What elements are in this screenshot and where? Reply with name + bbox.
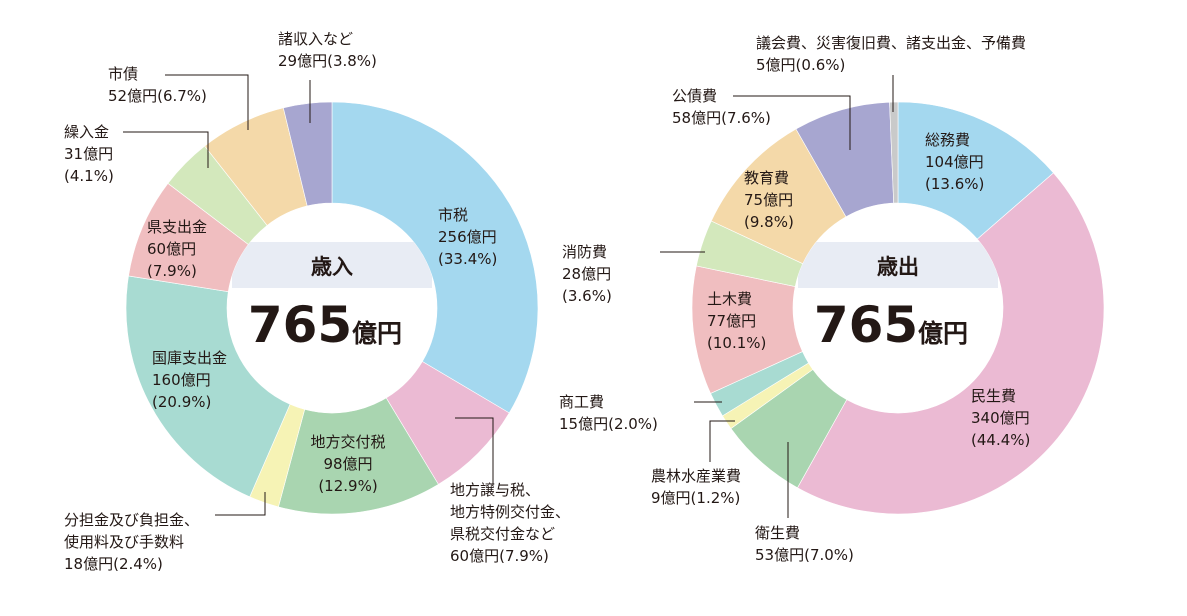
data-label-地方交付税: 地方交付税 98億円(12.9%) [310, 433, 385, 495]
center-total-unit: 億円 [918, 319, 968, 348]
leader-line-繰入金 [123, 131, 209, 168]
center-title-band [232, 242, 432, 288]
data-label-教育費: 教育費 75億円(9.8%) [744, 169, 794, 231]
slice-議会費、災害復旧費、諸支出金、予備費 [889, 101, 899, 204]
slice-国庫支出金 [125, 275, 291, 498]
data-label-市債: 市債 52億円(6.7%) [108, 65, 207, 105]
leader-line-農林水産業費 [709, 420, 735, 462]
data-label-公債費: 公債費 58億円(7.6%) [672, 87, 771, 127]
slice-民生費 [797, 172, 1105, 515]
donut-expenditure: 歳出 765 億円 総務費 104億円(13.6%) 民生費 340億円(44.4%) 衛生費… [559, 34, 1105, 564]
data-label-国庫支出金: 国庫支出金 160億円(20.9%) [152, 349, 227, 411]
donut-revenue: 歳入 765 億円 市税 256億円(33.4%) 地方譲与税、地方特例交付金、県税交付金… [64, 30, 570, 573]
center-total-number: 765 [814, 296, 918, 354]
data-label-民生費: 民生費 340億円(44.4%) [971, 387, 1030, 449]
data-label-総務費: 総務費 104億円(13.6%) [925, 131, 984, 193]
data-label-地方譲与税、地方特例交付金、県税交付金など: 地方譲与税、地方特例交付金、県税交付金など 60億円(7.9%) [450, 481, 570, 565]
data-label-県支出金: 県支出金 60億円(7.9%) [147, 218, 207, 280]
data-label-衛生費: 衛生費 53億円(7.0%) [755, 524, 854, 564]
data-label-消防費: 消防費 28億円(3.6%) [562, 243, 612, 305]
center-total-unit: 億円 [352, 319, 402, 348]
data-label-分担金及び負担金、使用料及び手数料: 分担金及び負担金、使用料及び手数料 18億円(2.4%) [64, 511, 199, 573]
slice-市税 [331, 101, 539, 414]
center-title-band [798, 242, 998, 288]
leader-line-地方譲与税、地方特例交付金、県税交付金など [455, 417, 494, 485]
center-title: 歳入 [311, 255, 353, 279]
data-label-商工費: 商工費 15億円(2.0%) [559, 393, 658, 433]
center-title: 歳出 [877, 255, 919, 279]
leader-line-分担金及び負担金、使用料及び手数料 [215, 492, 266, 516]
leader-line-市債 [165, 74, 249, 130]
data-label-土木費: 土木費 77億円(10.1%) [707, 290, 766, 352]
data-label-議会費、災害復旧費、諸支出金、予備費: 議会費、災害復旧費、諸支出金、予備費 5億円(0.6%) [756, 34, 1026, 74]
center-total-number: 765 [248, 296, 352, 354]
data-label-市税: 市税 256億円(33.4%) [438, 206, 497, 268]
data-label-繰入金: 繰入金 31億円(4.1%) [64, 123, 114, 185]
slice-諸収入など [282, 101, 333, 207]
data-label-農林水産業費: 農林水産業費 9億円(1.2%) [651, 467, 741, 507]
data-label-諸収入など: 諸収入など 29億円(3.8%) [278, 30, 377, 70]
leader-line-公債費 [733, 95, 851, 150]
